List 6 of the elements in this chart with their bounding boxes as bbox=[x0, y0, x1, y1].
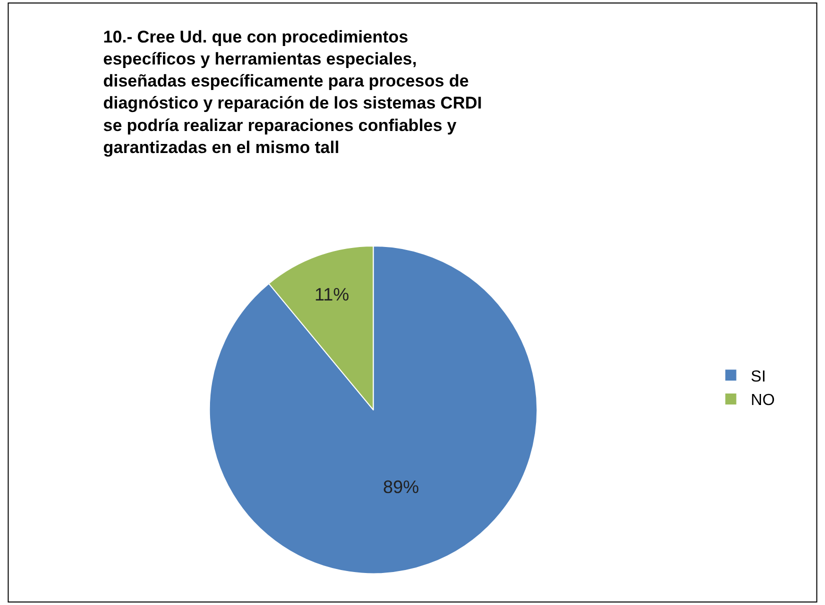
data-label: 89% bbox=[382, 476, 420, 497]
legend-label: SI bbox=[750, 368, 766, 386]
chart-title: 10.- Cree Ud. que con procedimientos específicos y herramientas especiales, diseñadas específicamente para procesos de diagnóstico y reparación de los sistemas CRDI se podría realizar reparaciones confiables y garantizadas en el mismo tall bbox=[103, 27, 482, 157]
legend-label: NO bbox=[750, 392, 775, 410]
data-label: 11% bbox=[314, 284, 350, 305]
pie-slice bbox=[208, 246, 538, 574]
